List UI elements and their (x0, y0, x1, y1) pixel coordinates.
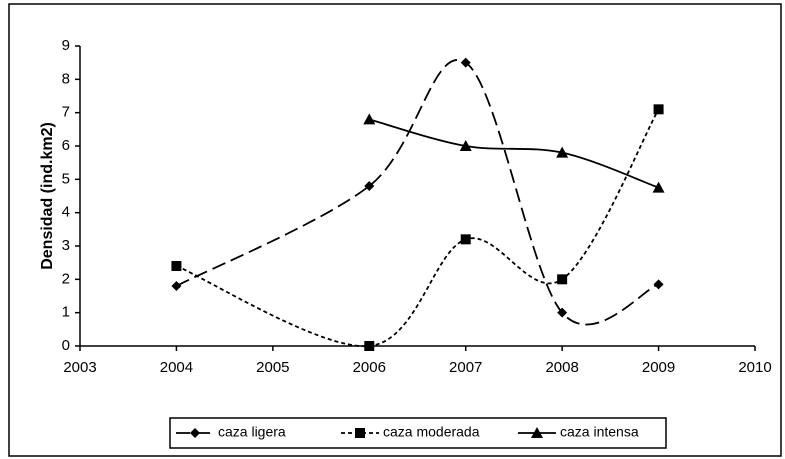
x-tick-label: 2003 (63, 359, 96, 376)
data-point (653, 104, 664, 115)
y-tick-label: 9 (62, 37, 70, 54)
data-point (653, 279, 664, 290)
legend-marker (355, 428, 365, 438)
data-point (460, 234, 471, 245)
data-point (363, 113, 376, 125)
legend-marker (190, 428, 200, 438)
data-point (556, 146, 569, 158)
x-tick-label: 2005 (256, 359, 289, 376)
y-axis-label: Densidad (ind.km2) (39, 122, 56, 270)
y-tick-label: 5 (62, 170, 70, 187)
x-tick-label: 2006 (353, 359, 386, 376)
data-point (460, 57, 471, 68)
y-tick-label: 6 (62, 137, 70, 154)
data-point (557, 274, 568, 285)
series-line (369, 118, 659, 189)
data-point (459, 140, 472, 151)
legend-box (169, 417, 667, 449)
y-tick-label: 2 (62, 270, 70, 287)
y-tick-label: 4 (62, 204, 70, 221)
x-tick-label: 2009 (642, 359, 675, 376)
data-point (652, 181, 665, 193)
x-tick-label: 2007 (449, 359, 482, 376)
x-tick-label: 2004 (160, 359, 193, 376)
data-point (171, 281, 182, 291)
x-tick-label: 2008 (545, 359, 578, 376)
data-point (171, 261, 182, 271)
x-tick-label: 2010 (738, 359, 771, 376)
y-tick-label: 0 (62, 337, 70, 354)
y-tick-label: 7 (62, 104, 70, 121)
data-point (364, 181, 375, 191)
legend-label: caza ligera (218, 424, 286, 440)
data-point (557, 307, 568, 318)
y-tick-label: 1 (62, 304, 70, 321)
data-point (364, 341, 375, 351)
y-tick-label: 8 (62, 70, 70, 87)
legend-label: caza moderada (383, 424, 480, 440)
chart-frame (8, 3, 782, 457)
y-tick-label: 3 (62, 237, 70, 254)
legend-marker (531, 427, 543, 438)
legend-label: caza intensa (560, 424, 639, 440)
